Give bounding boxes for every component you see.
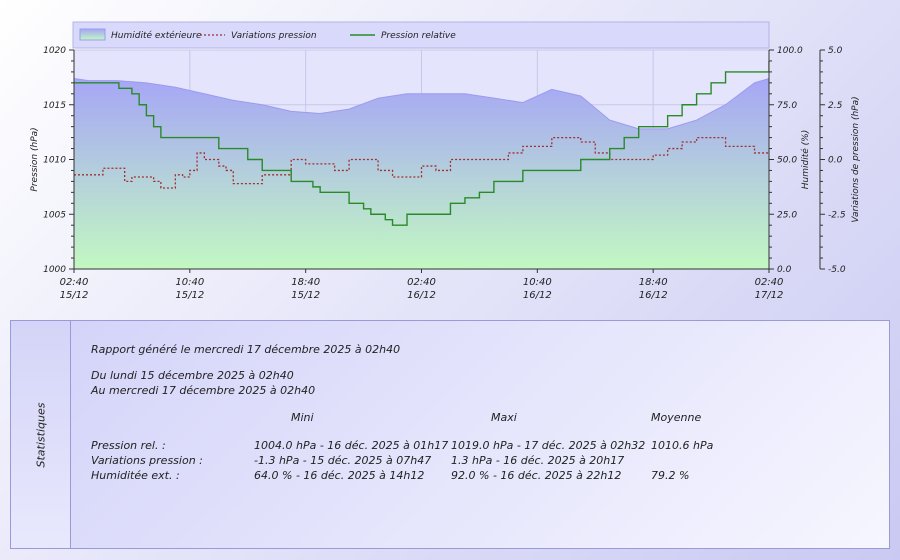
x-tick-date: 16/12 (523, 290, 552, 301)
legend-label: Humidité extérieure (111, 30, 202, 41)
row-min: -1.3 hPa - 15 déc. 2025 à 07h47 (254, 454, 432, 467)
legend-swatch-humidity (79, 28, 106, 41)
y2-tick-label: 25.0 (777, 210, 797, 220)
y-tick-label: 1015 (43, 101, 66, 111)
x-tick-label: 10:40 (175, 277, 204, 288)
header-avg: Moyenne (651, 411, 702, 424)
pressure-variation-line (74, 136, 769, 189)
x-tick-date: 15/12 (175, 290, 204, 301)
legend-label: Variations pression (231, 31, 317, 41)
relative-pressure-line (74, 60, 769, 226)
humidity-area (74, 77, 769, 269)
row-max: 1.3 hPa - 16 déc. 2025 à 20h17 (451, 454, 625, 467)
row-label: Humiditée ext. : (91, 469, 180, 482)
y3-tick-label: -2.5 (828, 210, 846, 220)
x-tick-date: 16/12 (407, 290, 436, 301)
right2-axis-title: Variations de pression (hPa) (851, 96, 861, 222)
y-tick-label: 1020 (43, 46, 66, 56)
header-min: Mini (291, 411, 314, 424)
y3-tick-label: -5.0 (828, 265, 846, 275)
y-tick-label: 1010 (43, 156, 66, 166)
y3-tick-label: 5.0 (828, 46, 843, 56)
y-tick-label: 1005 (43, 210, 66, 220)
statistics-side-bar: Statistiques (11, 321, 71, 548)
row-max: 92.0 % - 16 déc. 2025 à 22h12 (451, 469, 622, 482)
legend-box (72, 21, 770, 49)
row-avg: 1010.6 hPa (651, 439, 714, 452)
y2-tick-label: 75.0 (777, 101, 797, 111)
legend-label: Pression relative (381, 31, 456, 41)
x-tick-label: 02:40 (755, 277, 784, 288)
header-max: Maxi (491, 411, 517, 424)
x-tick-date: 15/12 (60, 290, 89, 301)
y2-tick-label: 100.0 (777, 46, 803, 56)
x-tick-date: 17/12 (755, 290, 784, 301)
y2-tick-label: 0.0 (777, 265, 792, 275)
row-label: Pression rel. : (91, 439, 166, 452)
row-max: 1019.0 hPa - 17 déc. 2025 à 02h32 (451, 439, 646, 452)
statistics-panel: Statistiques Rapport généré le mercredi … (10, 320, 890, 549)
x-tick-date: 15/12 (291, 290, 320, 301)
x-tick-date: 16/12 (639, 290, 668, 301)
row-avg: 79.2 % (651, 469, 690, 482)
right-axis-title: Humidité (%) (800, 130, 811, 189)
row-min: 64.0 % - 16 déc. 2025 à 14h12 (254, 469, 425, 482)
chart: 02:40 15/12 10:40 15/12 18:40 15/12 02:40 16/12… (30, 21, 861, 301)
period-to: Au mercredi 17 décembre 2025 à 02h40 (91, 384, 316, 397)
row-min: 1004.0 hPa - 16 déc. 2025 à 01h17 (254, 439, 449, 452)
row-label: Variations pression : (91, 454, 203, 467)
left-axis-title: Pression (hPa) (30, 127, 40, 191)
y-tick-label: 1000 (43, 265, 66, 275)
y3-tick-label: 0.0 (828, 156, 843, 166)
x-tick-label: 02:40 (407, 277, 436, 288)
x-tick-label: 18:40 (291, 277, 320, 288)
report-generated-line: Rapport généré le mercredi 17 décembre 2… (91, 343, 401, 356)
statistics-label: Statistiques (34, 402, 48, 468)
y2-tick-label: 50.0 (777, 156, 797, 166)
x-tick-label: 10:40 (523, 277, 552, 288)
y3-tick-label: 2.5 (828, 101, 843, 111)
x-tick-label: 02:40 (60, 277, 89, 288)
period-from: Du lundi 15 décembre 2025 à 02h40 (91, 369, 294, 382)
x-tick-label: 18:40 (639, 277, 668, 288)
